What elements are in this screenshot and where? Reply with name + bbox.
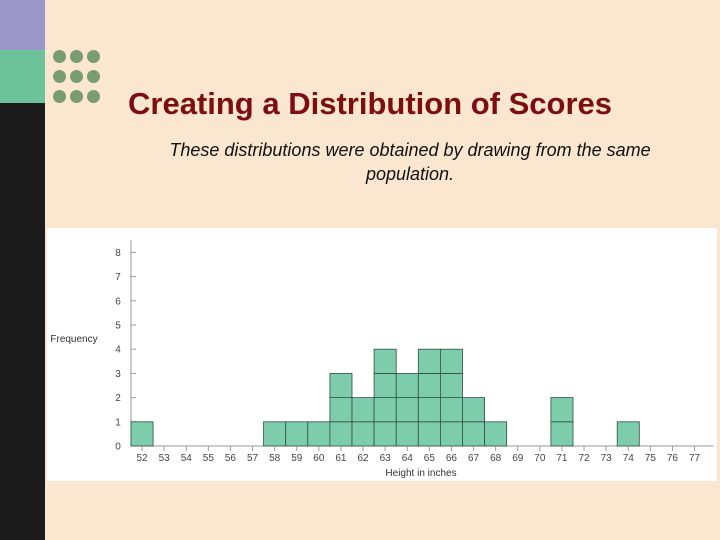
- histogram-bar-unit: [329, 397, 353, 423]
- histogram-bar-unit: [373, 348, 397, 374]
- decor-dot: [70, 90, 83, 103]
- histogram-bar-unit: [462, 421, 486, 447]
- slide-subtitle: These distributions were obtained by dra…: [169, 140, 651, 184]
- decor-dot: [87, 70, 100, 83]
- histogram-bar-unit: [285, 421, 309, 447]
- histogram-bar-unit: [439, 372, 463, 398]
- x-tick-label: 59: [291, 453, 303, 464]
- x-tick-label: 52: [136, 453, 148, 464]
- chart-panel: 0 1 2 3 4 5 6 7 8 Frequency 52 53 54 55 56 57 58 59 60 61 62…: [47, 228, 717, 481]
- x-tick-label: 70: [534, 453, 546, 464]
- x-tick-label: 68: [490, 453, 502, 464]
- histogram-bar-unit: [329, 421, 353, 447]
- histogram-bar-unit: [307, 421, 331, 447]
- y-tick-label: 7: [115, 272, 121, 283]
- x-tick-label: 61: [335, 453, 347, 464]
- histogram-bar-unit: [395, 372, 419, 398]
- x-tick-label: 67: [468, 453, 480, 464]
- histogram-bar-unit: [484, 421, 508, 447]
- x-tick-label: 58: [269, 453, 281, 464]
- x-axis-label: Height in inches: [385, 468, 456, 479]
- x-tick-label: 53: [159, 453, 171, 464]
- x-tick-label: 65: [424, 453, 436, 464]
- x-tick-label: 73: [601, 453, 613, 464]
- y-tick-label: 2: [115, 393, 121, 404]
- histogram-bar-unit: [263, 421, 287, 447]
- x-tick-label: 62: [357, 453, 369, 464]
- slide-title: Creating a Distribution of Scores: [128, 86, 613, 121]
- x-tick-label: 66: [446, 453, 458, 464]
- histogram-bar-unit: [550, 421, 574, 447]
- histogram-bar-unit: [616, 421, 640, 447]
- x-tick-label: 63: [380, 453, 392, 464]
- x-tick-label: 76: [667, 453, 679, 464]
- decor-dot: [53, 50, 66, 63]
- y-tick-label: 4: [115, 345, 121, 356]
- histogram-bar-unit: [439, 397, 463, 423]
- left-decor-purple-block: [0, 0, 45, 50]
- y-tick-label: 8: [115, 248, 121, 259]
- x-tick-label: 72: [578, 453, 590, 464]
- histogram-bar-unit: [329, 372, 353, 398]
- x-tick-label: 69: [512, 453, 524, 464]
- left-decor-green-block: [0, 50, 45, 103]
- x-tick-label: 55: [203, 453, 215, 464]
- histogram-bar-unit: [373, 397, 397, 423]
- y-tick-label: 3: [115, 369, 121, 380]
- x-tick-label: 56: [225, 453, 237, 464]
- histogram-bar-unit: [351, 421, 375, 447]
- histogram-bar-unit: [395, 397, 419, 423]
- histogram-bar-unit: [417, 348, 441, 374]
- y-axis-label: Frequency: [50, 334, 97, 345]
- histogram-bar-unit: [373, 372, 397, 398]
- histogram-bar-unit: [417, 397, 441, 423]
- y-tick-label: 6: [115, 296, 121, 307]
- decor-dot: [70, 50, 83, 63]
- x-tick-label: 54: [181, 453, 193, 464]
- x-tick-label: 57: [247, 453, 259, 464]
- y-tick-label: 5: [115, 321, 121, 332]
- histogram-bar-unit: [550, 397, 574, 423]
- decor-dot: [87, 90, 100, 103]
- histogram-bar-unit: [130, 421, 154, 447]
- x-tick-label: 74: [623, 453, 635, 464]
- x-tick-label: 71: [556, 453, 568, 464]
- y-tick-label: 1: [115, 417, 121, 428]
- decor-dot: [87, 50, 100, 63]
- x-tick-label: 77: [689, 453, 701, 464]
- histogram-bar-unit: [417, 372, 441, 398]
- x-tick-label: 60: [313, 453, 325, 464]
- histogram-bar-unit: [373, 421, 397, 447]
- histogram-bar-unit: [462, 397, 486, 423]
- histogram-bar-unit: [395, 421, 419, 447]
- histogram-bar-unit: [439, 348, 463, 374]
- histogram-bar-unit: [351, 397, 375, 423]
- y-tick-label: 0: [115, 442, 121, 453]
- x-tick-label: 64: [402, 453, 414, 464]
- histogram-bar-unit: [417, 421, 441, 447]
- x-tick-label: 75: [645, 453, 657, 464]
- histogram-bar-unit: [439, 421, 463, 447]
- decor-dot: [53, 90, 66, 103]
- decor-dot: [53, 70, 66, 83]
- decor-dot: [70, 70, 83, 83]
